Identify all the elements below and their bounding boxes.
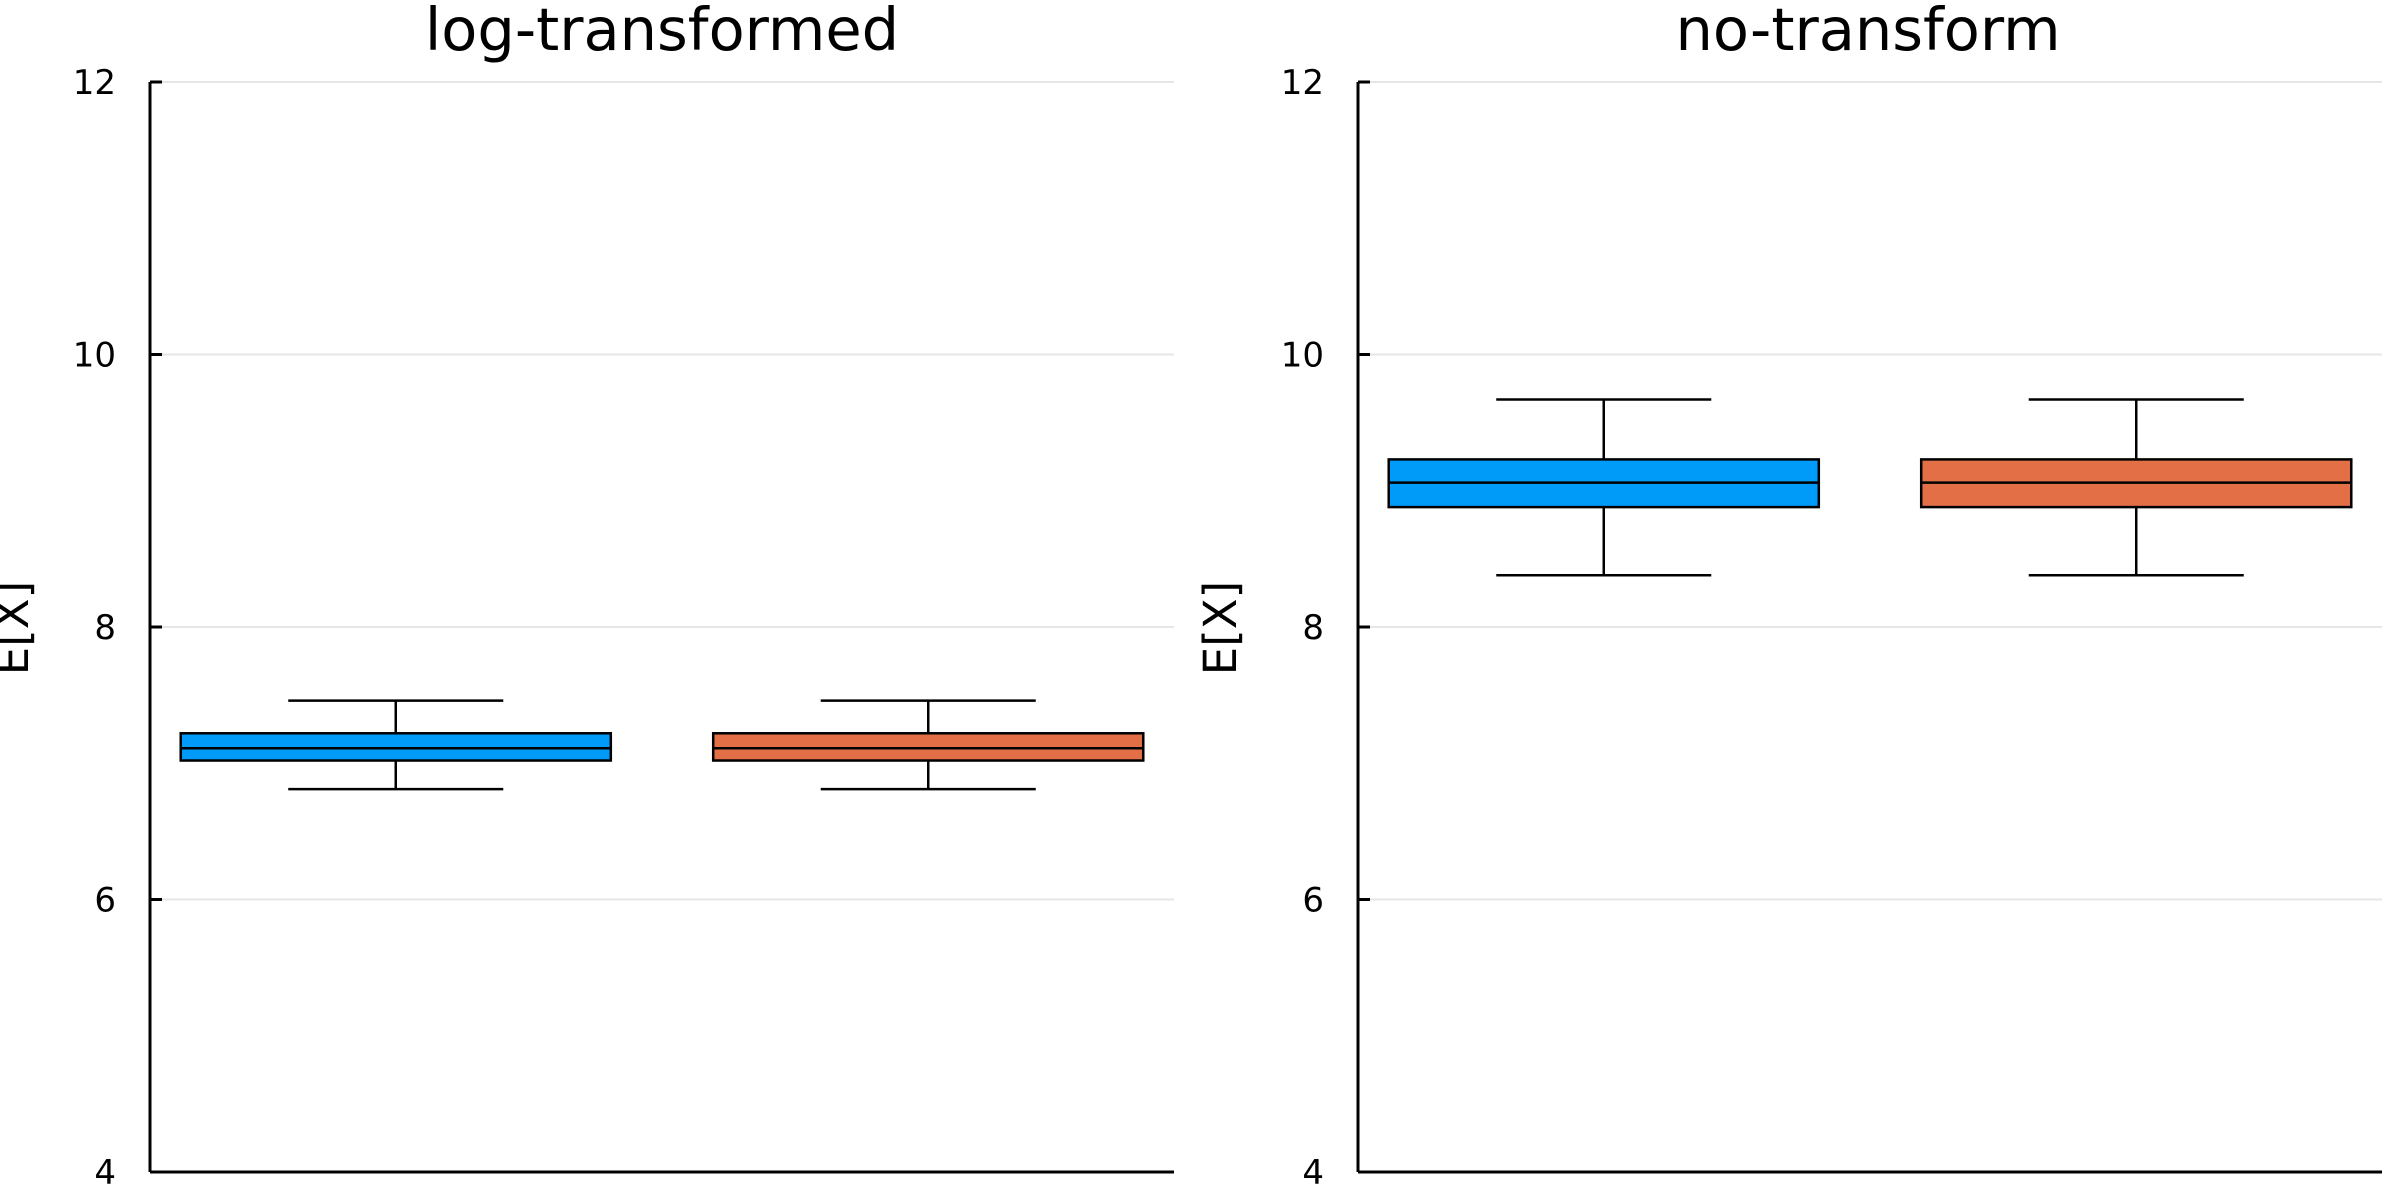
y-tick-label: 10 (1281, 336, 1324, 376)
box-rect (711, 732, 1145, 762)
y-tick-label: 4 (94, 1153, 116, 1193)
box-2 (1919, 398, 2353, 577)
box-rect (179, 732, 613, 762)
chart-title: no-transform (1675, 0, 2060, 64)
chart-title: log-transformed (425, 0, 899, 64)
y-tick-label: 4 (1302, 1153, 1324, 1193)
y-tick-label: 8 (94, 608, 116, 648)
y-tick-label: 12 (1281, 63, 1324, 103)
y-axis-label: E[X] (1194, 581, 1247, 675)
axes (1356, 80, 2382, 1174)
y-axis-label: E[X] (0, 581, 39, 675)
box-1 (179, 699, 613, 791)
y-tick-labels: 4 6 8 10 12 (73, 63, 116, 1193)
box-1 (1387, 398, 1821, 577)
axes (148, 80, 1174, 1174)
y-tick-labels: 4 6 8 10 12 (1281, 63, 1324, 1193)
box-2 (711, 699, 1145, 791)
y-tick-label: 12 (73, 63, 116, 103)
gridlines (150, 81, 1174, 901)
box-series (1387, 398, 2353, 577)
y-tick-label: 6 (94, 881, 116, 921)
y-tick-label: 8 (1302, 608, 1324, 648)
chart-panel-log-transformed: log-transformed E[X] 4 6 8 10 12 (0, 0, 1174, 1193)
chart-panel-no-transform: no-transform E[X] 4 6 8 10 12 (1194, 0, 2382, 1193)
box-series (179, 699, 1145, 791)
y-tick-label: 10 (73, 336, 116, 376)
y-tick-label: 6 (1302, 881, 1324, 921)
gridlines (1358, 81, 2382, 901)
